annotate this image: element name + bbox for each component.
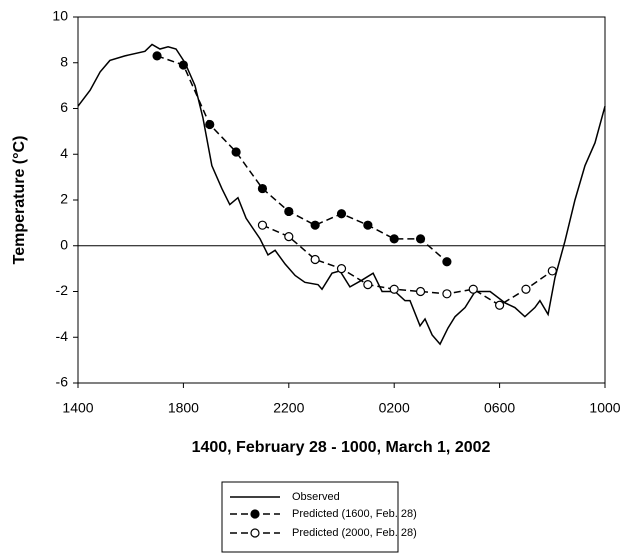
data-point bbox=[415, 286, 426, 297]
data-point bbox=[257, 220, 268, 230]
plot-frame bbox=[77, 16, 606, 384]
data-point bbox=[389, 284, 399, 294]
data-point bbox=[442, 289, 452, 299]
y-tick-label: 6 bbox=[60, 99, 68, 115]
series-line bbox=[156, 55, 448, 263]
data-point bbox=[152, 51, 162, 61]
y-axis-label: Temperature (°C) bbox=[11, 136, 28, 265]
data-point bbox=[231, 147, 241, 157]
y-tick-label: -6 bbox=[56, 374, 69, 390]
x-tick-label: 2200 bbox=[273, 400, 304, 416]
legend-box bbox=[221, 481, 399, 553]
data-point bbox=[495, 300, 505, 310]
legend-marker bbox=[250, 509, 260, 519]
y-tick-label: 4 bbox=[60, 145, 68, 161]
data-point bbox=[310, 220, 320, 230]
x-tick-label: 1000 bbox=[589, 400, 620, 416]
y-tick-label: -2 bbox=[56, 282, 69, 298]
x-axis-label: 1400, February 28 - 1000, March 1, 2002 bbox=[192, 439, 491, 456]
data-point bbox=[336, 264, 347, 274]
legend-label: Predicted (2000, Feb. 28) bbox=[292, 527, 417, 539]
data-point bbox=[363, 280, 373, 290]
series-line bbox=[77, 43, 606, 346]
data-point bbox=[284, 232, 294, 242]
data-point bbox=[336, 209, 347, 219]
data-point bbox=[468, 284, 478, 294]
data-point bbox=[284, 206, 294, 217]
legend-label: Predicted (1600, Feb. 28) bbox=[292, 508, 417, 520]
data-point bbox=[442, 257, 452, 267]
series-line bbox=[262, 224, 553, 307]
legend-label: Observed bbox=[292, 491, 340, 503]
x-tick-label: 1800 bbox=[168, 400, 199, 416]
y-tick-label: -4 bbox=[56, 328, 69, 344]
data-point bbox=[547, 266, 557, 276]
data-point bbox=[310, 254, 320, 265]
x-tick-label: 0600 bbox=[484, 400, 515, 416]
x-tick-label: 1400 bbox=[62, 400, 93, 416]
data-point bbox=[257, 183, 268, 194]
data-point bbox=[363, 220, 373, 230]
data-point bbox=[205, 119, 215, 130]
y-tick-label: 8 bbox=[60, 53, 68, 69]
data-point bbox=[521, 284, 531, 294]
x-tick-label: 0200 bbox=[379, 400, 410, 416]
y-tick-label: 10 bbox=[52, 8, 68, 24]
data-point bbox=[178, 60, 188, 70]
y-tick-label: 0 bbox=[60, 236, 68, 252]
legend-marker bbox=[250, 528, 260, 538]
data-point bbox=[415, 234, 426, 244]
y-tick-label: 2 bbox=[60, 191, 68, 207]
data-point bbox=[389, 234, 399, 244]
